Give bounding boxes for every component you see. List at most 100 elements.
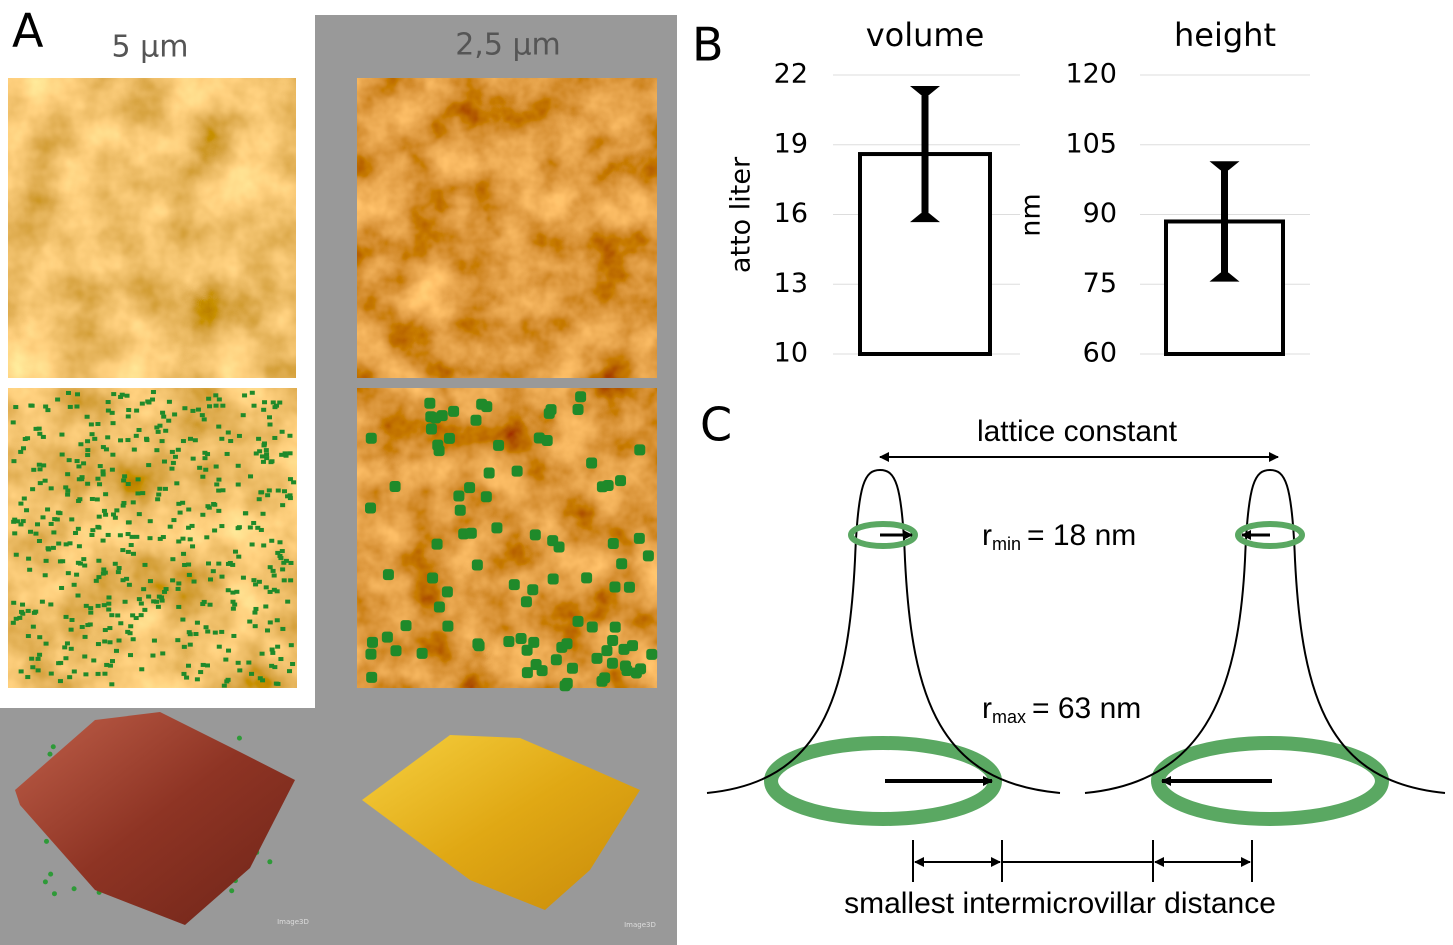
particle — [51, 546, 56, 550]
particle — [125, 438, 130, 442]
particle — [261, 512, 266, 516]
particle — [275, 551, 280, 555]
particle — [263, 604, 268, 608]
particle — [257, 497, 262, 501]
particle — [59, 433, 64, 437]
particle — [200, 602, 205, 606]
particle — [627, 640, 638, 651]
particle — [107, 626, 112, 630]
particle — [38, 467, 43, 471]
particle — [95, 477, 100, 481]
particle — [180, 618, 185, 622]
particle — [144, 438, 149, 442]
particle — [277, 540, 282, 544]
particle — [365, 502, 376, 513]
particle — [137, 597, 142, 601]
particle — [76, 527, 81, 531]
particle — [226, 649, 231, 653]
panel-label: B — [692, 18, 724, 72]
particle — [231, 600, 236, 604]
particle — [434, 445, 445, 456]
particle — [186, 664, 191, 668]
particle — [77, 497, 82, 501]
particle — [19, 610, 24, 614]
particle — [214, 482, 219, 486]
particle — [272, 436, 277, 440]
particle — [137, 512, 142, 516]
particle — [607, 635, 618, 646]
y-tick-label: 16 — [774, 198, 808, 229]
particle — [33, 532, 38, 536]
particle — [62, 645, 67, 649]
particle — [102, 639, 107, 643]
distance-label: smallest intermicrovillar distance — [844, 887, 1276, 920]
particle — [270, 459, 275, 463]
particle — [466, 528, 477, 539]
particle — [233, 550, 238, 554]
particle — [181, 439, 186, 443]
particle — [19, 669, 24, 673]
particle — [154, 426, 159, 430]
particle — [237, 668, 242, 672]
watermark: Image3D — [277, 918, 309, 926]
particle — [646, 649, 657, 660]
particle — [610, 622, 621, 633]
particle — [250, 542, 255, 546]
particle — [624, 582, 635, 593]
particle — [575, 391, 586, 402]
particle — [64, 542, 69, 546]
particle — [253, 607, 258, 611]
particle — [213, 631, 218, 635]
particle — [390, 481, 401, 492]
particle — [74, 573, 79, 577]
particle — [24, 508, 29, 512]
particle — [163, 429, 168, 433]
particle — [60, 453, 65, 457]
y-tick-label: 60 — [1083, 338, 1117, 369]
particle — [148, 536, 153, 540]
particle — [481, 491, 492, 502]
particle — [14, 553, 19, 557]
particle — [275, 618, 280, 622]
particle — [118, 533, 123, 537]
particle — [126, 550, 131, 554]
particle — [28, 530, 33, 534]
particle — [262, 400, 267, 404]
y-tick-label: 75 — [1083, 268, 1117, 299]
particle — [134, 409, 139, 413]
particle — [581, 572, 592, 583]
particle — [142, 563, 147, 567]
particle — [608, 538, 619, 549]
particle — [49, 486, 54, 490]
particle — [444, 433, 455, 444]
particle — [288, 561, 293, 565]
particle — [111, 421, 116, 425]
particle — [546, 404, 557, 415]
particle — [83, 635, 88, 639]
particle — [111, 392, 116, 396]
particle — [137, 428, 142, 432]
particle — [56, 511, 61, 515]
particle — [267, 859, 272, 864]
particle — [225, 452, 230, 456]
particle — [75, 392, 80, 396]
particle — [51, 530, 56, 534]
particle — [109, 613, 114, 617]
particle — [74, 405, 79, 409]
particle — [275, 589, 280, 593]
particle — [88, 622, 93, 626]
particle — [190, 544, 195, 548]
particle — [132, 448, 137, 452]
value-text: = 63 nm — [1032, 692, 1141, 725]
particle — [601, 645, 612, 656]
particle — [110, 659, 115, 663]
particle — [150, 654, 155, 658]
particle — [155, 497, 160, 501]
symbol: r — [982, 692, 992, 725]
particle — [170, 450, 175, 454]
particle — [21, 519, 26, 523]
y-tick-label: 22 — [774, 59, 808, 90]
particle — [187, 630, 192, 634]
subscript: max — [992, 707, 1026, 727]
particle — [72, 886, 77, 891]
